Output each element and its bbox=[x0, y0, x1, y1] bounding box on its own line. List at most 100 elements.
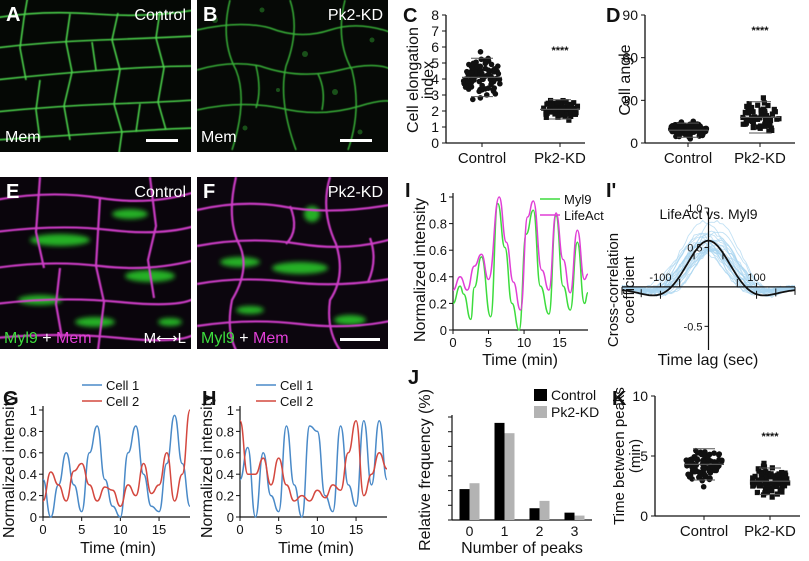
y-tick-label: 10 bbox=[632, 388, 648, 404]
data-point bbox=[691, 468, 698, 475]
data-point bbox=[571, 107, 577, 114]
data-point bbox=[775, 472, 781, 478]
series-line-myl9 bbox=[452, 202, 589, 331]
y-tick-label: 0.2 bbox=[19, 489, 37, 504]
data-point bbox=[559, 108, 565, 115]
panel-g-ylabel: Normalized intensity bbox=[1, 394, 18, 538]
x-tick-label: 5 bbox=[485, 335, 492, 350]
data-point bbox=[743, 118, 750, 124]
data-point bbox=[476, 88, 483, 95]
series-line-cell-1 bbox=[239, 419, 388, 518]
data-point bbox=[750, 109, 756, 115]
y-tick-label: 0 bbox=[431, 135, 439, 151]
data-point bbox=[559, 112, 565, 118]
panel-f-green-label: Myl9 bbox=[201, 330, 235, 347]
panel-b-corner-label: Mem bbox=[201, 129, 237, 146]
panel-i-line-chart: 00.20.40.60.810 5 10 15Myl9LifeActINormaliz… bbox=[405, 180, 604, 369]
data-point bbox=[568, 113, 574, 120]
x-category-label: Pk2-KD bbox=[734, 150, 786, 167]
legend-label: Pk2-KD bbox=[551, 404, 599, 420]
panel-i-ylabel: Normalized intensity bbox=[412, 198, 429, 342]
panel-j-xlabel: Number of peaks bbox=[461, 540, 583, 556]
data-point bbox=[547, 109, 554, 115]
data-point bbox=[769, 127, 775, 134]
x-category-label: Control bbox=[664, 150, 712, 167]
data-point bbox=[676, 133, 682, 140]
panel-h-xlabel: Time (min) bbox=[278, 540, 354, 556]
data-point bbox=[756, 481, 762, 487]
data-point bbox=[474, 63, 481, 70]
data-point bbox=[770, 473, 776, 479]
data-point bbox=[555, 103, 562, 109]
data-point bbox=[776, 116, 782, 122]
panel-e-channel-label: Myl9 + Mem bbox=[4, 330, 92, 347]
panel-i-xlabel: Time (min) bbox=[482, 352, 558, 369]
data-point bbox=[767, 117, 774, 124]
panel-i-letter: I bbox=[405, 180, 411, 202]
x-tick-label: 15 bbox=[552, 335, 566, 350]
panel-d-letter: D bbox=[606, 5, 620, 27]
data-point bbox=[781, 475, 788, 481]
bar-pk2-kd-3 bbox=[574, 515, 585, 520]
x-tick-label: 1 bbox=[501, 523, 509, 539]
x-tick-label: 100 bbox=[747, 272, 765, 284]
series-line-cell-2 bbox=[42, 409, 191, 508]
x-category-label: Control bbox=[680, 523, 728, 540]
data-point bbox=[763, 113, 770, 119]
y-tick-label: 8 bbox=[431, 7, 439, 23]
data-point bbox=[470, 96, 476, 103]
data-point bbox=[760, 95, 766, 101]
x-tick-label: 0 bbox=[39, 522, 46, 537]
y-tick-label: 0.6 bbox=[19, 446, 37, 461]
data-point bbox=[758, 112, 764, 118]
legend-label: Cell 1 bbox=[106, 378, 139, 393]
data-point bbox=[755, 124, 761, 130]
x-tick-label: 0 bbox=[466, 523, 474, 539]
data-point bbox=[699, 132, 706, 139]
x-tick-label: 5 bbox=[275, 522, 282, 537]
x-category-label: Pk2-KD bbox=[534, 150, 586, 167]
data-point bbox=[750, 124, 756, 131]
data-point bbox=[716, 451, 723, 457]
panel-a-image bbox=[0, 0, 191, 152]
data-point bbox=[552, 111, 558, 117]
data-point bbox=[762, 123, 768, 129]
data-point bbox=[762, 487, 769, 493]
data-point bbox=[468, 70, 475, 76]
data-point bbox=[740, 121, 746, 127]
data-point bbox=[460, 78, 467, 84]
data-point bbox=[712, 467, 718, 473]
data-point bbox=[774, 483, 780, 490]
data-point bbox=[482, 60, 489, 67]
y-tick-label: 0.8 bbox=[19, 424, 37, 439]
x-tick-label: 10 bbox=[310, 522, 324, 537]
data-point bbox=[745, 106, 751, 112]
data-point bbox=[749, 118, 756, 125]
bar-pk2-kd-1 bbox=[504, 433, 515, 520]
data-point bbox=[477, 48, 484, 55]
data-point bbox=[759, 109, 765, 115]
significance-stars: **** bbox=[751, 25, 769, 37]
x-tick-label: 10 bbox=[113, 522, 127, 537]
data-point bbox=[785, 480, 791, 486]
data-point bbox=[777, 487, 783, 494]
data-point bbox=[742, 109, 748, 116]
panel-f-image bbox=[197, 177, 388, 349]
data-point bbox=[694, 456, 700, 462]
legend-label: Control bbox=[551, 387, 596, 403]
data-point bbox=[697, 128, 703, 134]
data-point bbox=[548, 102, 554, 108]
x-category-label: Control bbox=[458, 150, 506, 167]
data-point bbox=[495, 63, 501, 69]
x-tick-label: 15 bbox=[152, 522, 166, 537]
y-tick-label: 1.0 bbox=[687, 203, 702, 215]
panel-b-label: Pk2-KD bbox=[328, 7, 383, 24]
y-tick-label: 0.2 bbox=[216, 489, 234, 504]
data-point bbox=[746, 101, 752, 107]
data-point bbox=[767, 122, 773, 129]
